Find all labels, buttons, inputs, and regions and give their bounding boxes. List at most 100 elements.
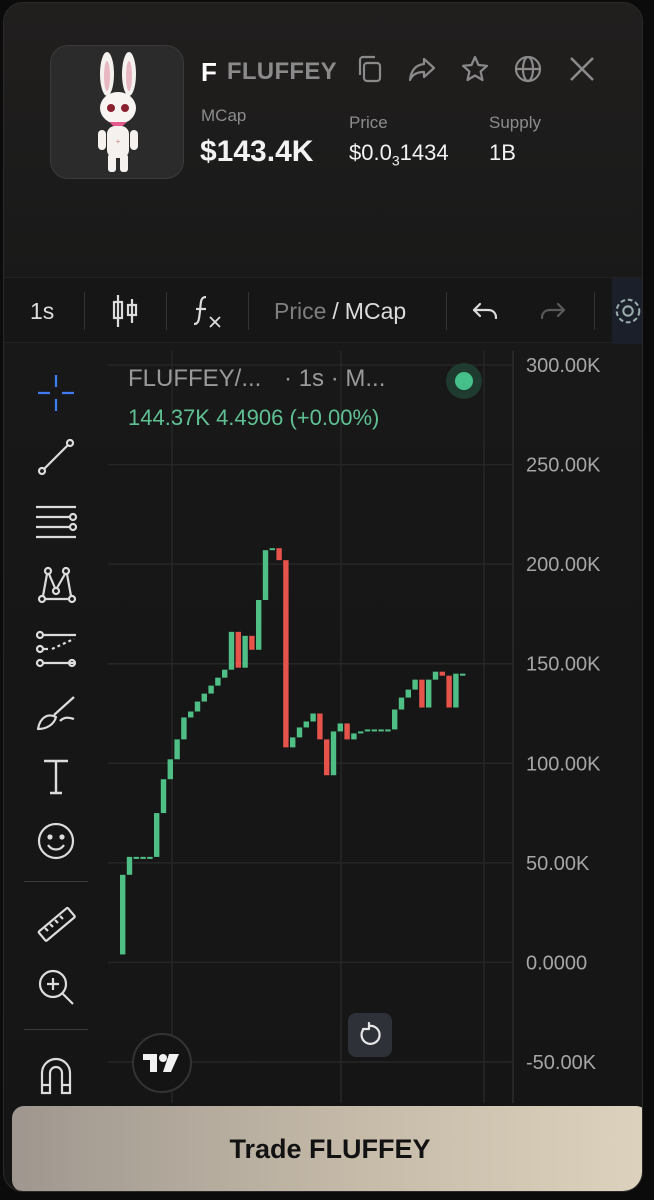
candle xyxy=(378,729,384,732)
candle xyxy=(324,739,330,776)
candle xyxy=(446,675,452,708)
candle xyxy=(262,550,269,600)
candle xyxy=(351,733,357,740)
supply-label: Supply xyxy=(489,113,541,132)
brush-icon[interactable] xyxy=(34,691,78,735)
candle xyxy=(140,856,146,859)
undo-icon[interactable] xyxy=(470,278,500,344)
toggle-slash: / xyxy=(332,297,339,324)
ruler-icon[interactable] xyxy=(34,903,78,947)
magnet-icon[interactable] xyxy=(34,1053,78,1097)
candle xyxy=(120,874,126,955)
live-status-dot[interactable] xyxy=(446,363,482,399)
prediction-icon[interactable] xyxy=(34,627,78,671)
emoji-icon[interactable] xyxy=(34,819,78,863)
svg-text:+: + xyxy=(116,137,121,146)
globe-icon[interactable] xyxy=(512,53,544,85)
text-icon[interactable] xyxy=(34,755,78,799)
price-chart[interactable]: 300.00K 250.00K 200.00K 150.00K 100.00K 50.00… xyxy=(108,343,642,1103)
toolbar-divider xyxy=(248,292,249,330)
mcap-label: MCap xyxy=(201,106,247,125)
legend-title: FLUFFEY/... · 1s · M... xyxy=(128,365,385,393)
y-tick-label: 100.00K xyxy=(526,753,601,775)
candle xyxy=(426,679,432,708)
trade-button[interactable]: Trade FLUFFEY xyxy=(12,1106,642,1191)
candle xyxy=(398,697,405,710)
legend-symbol: FLUFFEY/... xyxy=(128,365,262,392)
candle xyxy=(460,673,466,676)
token-header: + F FLUFFEY xyxy=(4,3,642,235)
candle xyxy=(167,759,173,780)
candle xyxy=(276,548,282,561)
candle xyxy=(317,713,323,740)
toolbar-divider xyxy=(446,292,447,330)
candle xyxy=(283,560,289,748)
drawing-toolbar xyxy=(4,343,108,1103)
candle xyxy=(208,685,214,694)
copy-icon[interactable] xyxy=(354,53,386,85)
candle xyxy=(453,673,459,708)
candle xyxy=(337,723,343,732)
candle xyxy=(154,813,160,857)
candle-type-icon[interactable] xyxy=(110,278,140,344)
candle xyxy=(201,693,207,702)
candle xyxy=(194,701,201,712)
redo-icon[interactable] xyxy=(538,278,568,344)
token-avatar: + xyxy=(50,45,184,179)
mcap-value: $143.4K xyxy=(200,135,314,168)
candle xyxy=(269,548,275,551)
candle xyxy=(310,713,316,722)
chart-toolbar: 1s Price / MCap xyxy=(4,277,642,344)
candle xyxy=(181,717,187,740)
candle xyxy=(385,729,391,732)
candle xyxy=(439,671,445,676)
interval-selector[interactable]: 1s xyxy=(30,297,55,324)
share-icon[interactable] xyxy=(406,53,438,85)
price-toggle[interactable]: Price xyxy=(274,297,327,324)
token-card: + F FLUFFEY xyxy=(3,2,643,1192)
zoom-in-icon[interactable] xyxy=(34,965,78,1009)
candle xyxy=(344,723,350,740)
token-letter: F xyxy=(201,56,217,87)
candle xyxy=(160,779,167,814)
candle xyxy=(358,731,364,734)
trend-line-icon[interactable] xyxy=(34,435,78,479)
y-tick-label: 50.00K xyxy=(526,853,590,875)
candle xyxy=(405,689,411,698)
fib-retracement-icon[interactable] xyxy=(34,499,78,543)
candle xyxy=(133,856,139,859)
supply-value: 1B xyxy=(489,140,516,165)
price-label: Price xyxy=(349,113,388,132)
toolbar-divider xyxy=(594,292,595,330)
candle xyxy=(222,669,228,678)
price-mcap-toggle[interactable]: Price / MCap xyxy=(274,278,406,344)
token-name: FLUFFEY xyxy=(226,58,337,85)
token-title: F FLUFFEY xyxy=(201,55,337,89)
candle xyxy=(242,635,248,668)
candle xyxy=(174,739,180,760)
mcap-toggle[interactable]: MCap xyxy=(344,297,407,324)
pattern-icon[interactable] xyxy=(34,563,78,607)
candle xyxy=(371,729,377,732)
crosshair-icon[interactable] xyxy=(34,371,78,415)
legend-values: 144.37K 4.4906 (+0.00%) xyxy=(128,405,380,430)
tools-divider xyxy=(24,881,88,882)
candle xyxy=(256,599,262,650)
candle xyxy=(215,677,221,686)
candle xyxy=(412,679,418,690)
candle xyxy=(228,631,235,670)
tradingview-logo[interactable] xyxy=(132,1033,192,1093)
y-tick-label: 0.0000 xyxy=(526,952,587,974)
price-zero-count: 3 xyxy=(391,152,400,169)
settings-icon[interactable] xyxy=(612,278,642,344)
tools-divider xyxy=(24,1029,88,1030)
x-icon[interactable] xyxy=(566,53,598,85)
star-icon[interactable] xyxy=(459,53,491,85)
y-tick-label: -50.00K xyxy=(526,1052,597,1074)
candle xyxy=(126,856,133,875)
candle xyxy=(249,635,255,650)
price-digits: 1434 xyxy=(399,140,449,165)
legend-meta: · 1s · M... xyxy=(284,365,386,392)
reset-chart-button[interactable] xyxy=(348,1013,392,1057)
indicators-icon[interactable] xyxy=(190,278,224,344)
